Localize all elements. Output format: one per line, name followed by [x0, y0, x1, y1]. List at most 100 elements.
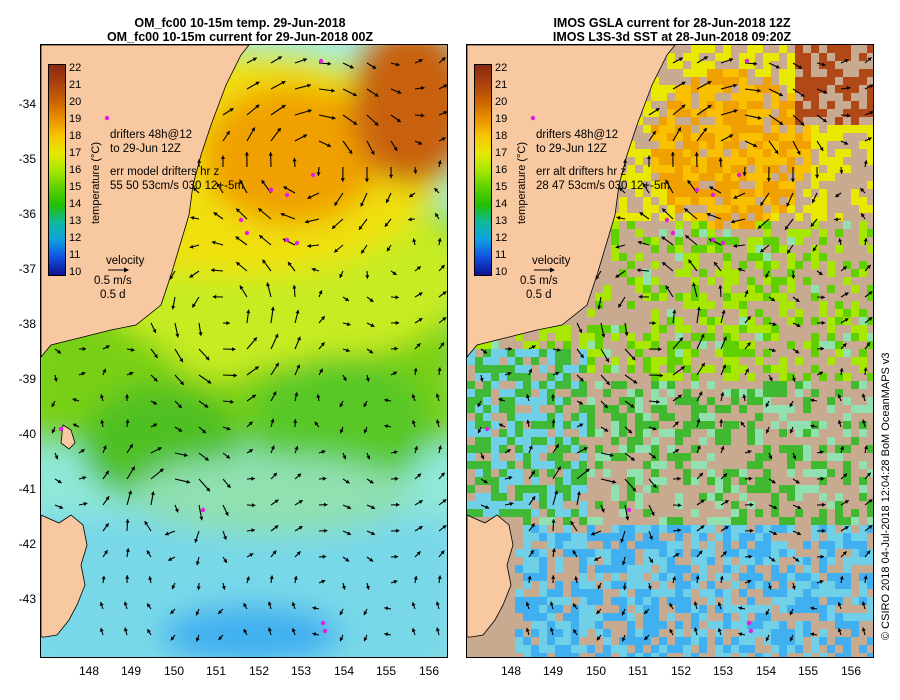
- sst-pixel: [843, 45, 851, 53]
- sst-pixel: [707, 517, 715, 525]
- current-arrowhead: [747, 449, 752, 454]
- sst-pixel: [715, 341, 723, 349]
- sst-pixel: [779, 573, 787, 581]
- sst-pixel: [851, 533, 859, 541]
- sst-pixel: [531, 381, 539, 389]
- sst-pixel: [747, 253, 755, 261]
- current-arrowhead: [307, 243, 311, 248]
- current-arrowhead: [796, 531, 801, 536]
- current-arrowhead: [441, 137, 446, 141]
- sst-pixel: [683, 469, 691, 477]
- sst-pixel: [795, 597, 803, 605]
- current-arrowhead: [304, 219, 309, 224]
- sst-pixel: [691, 509, 699, 517]
- sst-pixel: [771, 237, 779, 245]
- sst-pixel: [635, 605, 643, 613]
- sst-pixel: [731, 373, 739, 381]
- sst-pixel: [699, 533, 707, 541]
- current-arrowhead: [197, 159, 202, 163]
- sst-pixel: [571, 621, 579, 629]
- sst-pixel: [763, 381, 771, 389]
- sst-pixel: [843, 77, 851, 85]
- sst-pixel: [491, 461, 499, 469]
- sst-pixel: [739, 525, 747, 533]
- sst-pixel: [467, 453, 475, 461]
- sst-pixel: [771, 53, 779, 61]
- current-arrowhead: [767, 585, 772, 590]
- current-arrowhead: [720, 392, 725, 397]
- current-arrowhead: [679, 337, 683, 342]
- sst-pixel: [811, 109, 819, 117]
- sst-pixel: [515, 429, 523, 437]
- sst-pixel: [747, 645, 755, 653]
- sst-pixel: [651, 437, 659, 445]
- current-arrowhead: [417, 473, 422, 478]
- sst-pixel: [523, 653, 531, 657]
- sst-pixel: [651, 485, 659, 493]
- sst-pixel: [651, 629, 659, 637]
- sst-pixel: [755, 149, 763, 157]
- sst-pixel: [723, 101, 731, 109]
- sst-pixel: [723, 421, 731, 429]
- sst-pixel: [755, 237, 763, 245]
- sst-pixel: [787, 157, 795, 165]
- sst-pixel: [611, 421, 619, 429]
- sst-pixel: [659, 573, 667, 581]
- current-arrowhead: [275, 362, 279, 367]
- sst-pixel: [739, 517, 747, 525]
- sst-pixel: [699, 301, 707, 309]
- current-arrowhead: [341, 585, 346, 590]
- lon-label: 152: [248, 664, 270, 678]
- sst-pixel: [659, 293, 667, 301]
- sst-pixel: [547, 533, 555, 541]
- sst-pixel: [619, 413, 627, 421]
- sst-pixel: [523, 429, 531, 437]
- sst-pixel: [763, 549, 771, 557]
- sst-pixel: [555, 349, 563, 357]
- current-arrowhead: [644, 636, 649, 641]
- sst-pixel: [859, 525, 867, 533]
- sst-pixel: [643, 461, 651, 469]
- sst-pixel: [515, 493, 523, 501]
- sst-pixel: [715, 517, 723, 525]
- current-arrowhead: [277, 127, 281, 132]
- sst-pixel: [835, 117, 843, 125]
- sst-pixel: [763, 605, 771, 613]
- current-arrowhead: [846, 113, 851, 118]
- sst-pixel: [467, 357, 475, 365]
- current-arrowhead: [307, 83, 311, 88]
- sst-pixel: [467, 445, 475, 453]
- current-arrowhead: [835, 193, 840, 198]
- sst-pixel: [707, 205, 715, 213]
- sst-pixel: [475, 429, 483, 437]
- sst-pixel: [523, 397, 531, 405]
- sst-pixel: [595, 293, 603, 301]
- current-arrowhead: [72, 397, 77, 402]
- sst-pixel: [619, 197, 627, 205]
- sst-pixel: [699, 189, 707, 197]
- current-arrowhead: [243, 629, 248, 634]
- sst-pixel: [795, 237, 803, 245]
- lon-label: 153: [712, 664, 734, 678]
- sst-pixel: [691, 373, 699, 381]
- current-arrowhead: [722, 551, 727, 556]
- current-arrowhead: [844, 500, 849, 504]
- sst-pixel: [675, 245, 683, 253]
- sst-pixel: [827, 437, 835, 445]
- current-arrowhead: [665, 179, 670, 184]
- sst-pixel: [811, 181, 819, 189]
- current-arrowhead: [729, 58, 733, 62]
- sst-pixel: [675, 253, 683, 261]
- sst-pixel: [811, 45, 819, 53]
- sst-pixel: [811, 333, 819, 341]
- sst-pixel: [523, 597, 531, 605]
- sst-pixel: [667, 317, 675, 325]
- sst-pixel: [539, 381, 547, 389]
- sst-pixel: [643, 237, 651, 245]
- sst-pixel: [723, 325, 731, 333]
- sst-pixel: [747, 573, 755, 581]
- current-arrowhead: [437, 575, 442, 580]
- current-arrowhead: [82, 346, 87, 351]
- current-arrowhead: [261, 180, 266, 184]
- sst-pixel: [707, 69, 715, 77]
